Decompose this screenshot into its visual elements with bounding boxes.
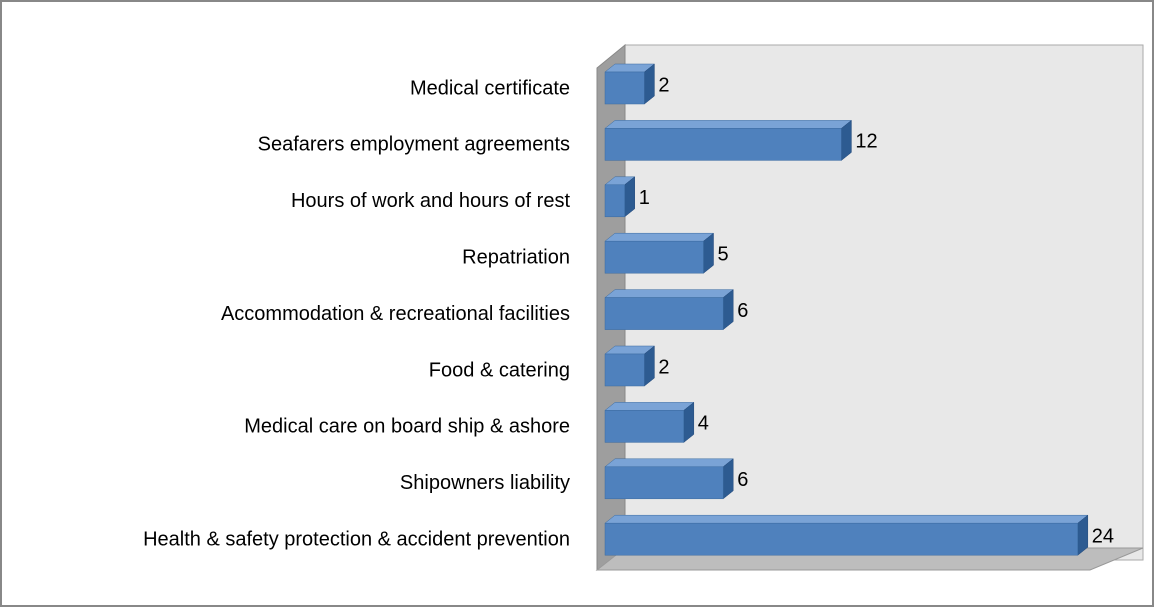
data-label: 2 [658,74,669,96]
category-label: Hours of work and hours of rest [291,190,570,212]
bar [604,128,842,161]
bar-top [604,514,1089,524]
bar [604,353,645,387]
bar-top [604,289,734,298]
category-label: Food & catering [429,359,570,381]
bar [604,466,724,500]
category-label: Seafarers employment agreements [258,134,570,156]
bar-top [604,458,734,468]
bar-top [604,120,853,129]
bar [604,410,685,443]
bar [604,297,724,330]
bar [604,522,1079,556]
category-label: Repatriation [462,246,570,268]
bar [604,240,704,274]
data-label: 6 [737,300,748,322]
bar [604,71,645,105]
category-label: Medical care on board ship & ashore [244,416,570,438]
category-label: Health & safety protection & accident pr… [143,528,570,550]
bar-top [604,402,695,411]
data-label: 6 [737,469,748,491]
data-label: 12 [855,131,877,153]
data-label: 24 [1092,525,1114,547]
category-label: Medical certificate [410,77,570,99]
category-label: Shipowners liability [400,472,570,494]
bar-top [604,232,715,242]
data-label: 1 [639,187,650,209]
category-label: Accommodation & recreational facilities [221,303,570,325]
bar [604,184,625,218]
bars: Medical certificate 2 Seafarers employment… [143,63,1114,556]
data-label: 2 [658,356,669,378]
data-label: 4 [698,413,709,435]
data-label: 5 [718,243,729,265]
